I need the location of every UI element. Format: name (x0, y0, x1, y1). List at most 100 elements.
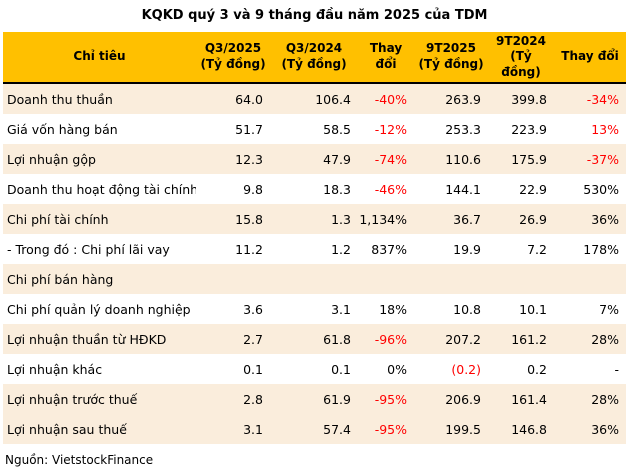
table-row: Lợi nhuận khác 0.1 0.1 0% (0.2) 0.2 - (3, 354, 626, 384)
cell-value: 36% (554, 204, 626, 234)
cell-value (554, 264, 626, 294)
column-header-unit: (Tỷ đồng) (501, 49, 541, 79)
cell-value: 19.9 (453, 241, 481, 257)
cell-value: 0.1 (331, 361, 351, 377)
cell-value: (0.2) (451, 361, 481, 377)
cell-value: -96% (358, 324, 414, 354)
cell-value: 0% (387, 361, 407, 377)
cell-value: 223.9 (511, 121, 547, 137)
cell-value: 9.8 (243, 181, 263, 197)
column-header: Q3/2024 (Tỷ đồng) (270, 32, 358, 84)
cell-value: 26.9 (488, 204, 554, 234)
cell-value: 10.1 (519, 301, 547, 317)
row-label: - Trong đó : Chi phí lãi vay (7, 241, 170, 257)
column-header: 9T2025 (Tỷ đồng) (414, 32, 488, 84)
cell-value: 7.2 (527, 241, 547, 257)
row-label: Lợi nhuận trước thuế (3, 384, 196, 414)
cell-value: 0.2 (527, 361, 547, 377)
cell-value: 530% (583, 181, 619, 197)
table-row: Lợi nhuận thuần từ HĐKD 2.7 61.8 -96% 207.2 1… (3, 324, 626, 354)
cell-value: 36.7 (414, 204, 488, 234)
cell-value: 2.7 (196, 324, 270, 354)
cell-value: 207.2 (414, 324, 488, 354)
cell-value: 57.4 (270, 414, 358, 444)
cell-value: 3.6 (243, 301, 263, 317)
row-label: Lợi nhuận thuần từ HĐKD (3, 324, 196, 354)
row-label: Chi phí bán hàng (3, 264, 196, 294)
cell-value: 837% (371, 241, 407, 257)
column-header-unit: (Tỷ đồng) (281, 57, 347, 71)
cell-value: 263.9 (414, 83, 488, 114)
report-title: KQKD quý 3 và 9 tháng đầu năm 2025 của T… (141, 8, 488, 23)
row-label: Doanh thu thuần (3, 83, 196, 114)
cell-value: 64.0 (196, 83, 270, 114)
column-header: Thay đổi (358, 32, 414, 84)
row-label: Lợi nhuận sau thuế (3, 414, 196, 444)
table-header: Chỉ tiêu Q3/2025 (Tỷ đồng) Q3/2024 (Tỷ đồng)… (3, 32, 626, 84)
cell-value: 0.1 (243, 361, 263, 377)
cell-value: -95% (358, 414, 414, 444)
cell-value: -40% (358, 83, 414, 114)
cell-value: 22.9 (519, 181, 547, 197)
column-header: Thay đổi (554, 32, 626, 84)
cell-value (358, 264, 414, 294)
cell-value: - (614, 361, 619, 377)
table-row: Lợi nhuận trước thuế 2.8 61.9 -95% 206.9 161.… (3, 384, 626, 414)
cell-value: 175.9 (488, 144, 554, 174)
cell-value: 106.4 (270, 83, 358, 114)
column-header-unit: (Tỷ đồng) (200, 57, 266, 71)
cell-value: 18% (379, 301, 407, 317)
row-label: Giá vốn hàng bán (7, 121, 118, 137)
cell-value: 1.3 (270, 204, 358, 234)
cell-value: 161.4 (488, 384, 554, 414)
header-row: Chỉ tiêu Q3/2025 (Tỷ đồng) Q3/2024 (Tỷ đồng)… (3, 32, 626, 84)
row-label: Chi phí quản lý doanh nghiệp (7, 301, 191, 317)
cell-value: 51.7 (235, 121, 263, 137)
cell-value: -74% (358, 144, 414, 174)
cell-value: 253.3 (445, 121, 481, 137)
table-body: Doanh thu thuần 64.0 106.4 -40% 263.9 399.8 -3… (3, 83, 626, 444)
cell-value: 2.8 (196, 384, 270, 414)
row-label: Doanh thu hoạt động tài chính (7, 181, 196, 197)
cell-value: 28% (554, 324, 626, 354)
cell-value: 110.6 (414, 144, 488, 174)
cell-value: 47.9 (270, 144, 358, 174)
cell-value (414, 264, 488, 294)
cell-value: 146.8 (488, 414, 554, 444)
cell-value: 12.3 (196, 144, 270, 174)
cell-value: 61.9 (270, 384, 358, 414)
column-header-unit: (Tỷ đồng) (418, 57, 484, 71)
table-row: Giá vốn hàng bán 51.7 58.5 -12% 253.3 223.9 13… (3, 114, 626, 144)
cell-value: 3.1 (196, 414, 270, 444)
cell-value: 36% (554, 414, 626, 444)
table-row: Doanh thu thuần 64.0 106.4 -40% 263.9 399.8 -3… (3, 83, 626, 114)
row-label: Lợi nhuận khác (7, 361, 103, 377)
cell-value: 7% (599, 301, 619, 317)
column-header: 9T2024 (Tỷ đồng) (488, 32, 554, 84)
cell-value: 1.2 (331, 241, 351, 257)
cell-value: -46% (374, 181, 407, 197)
cell-value: 144.1 (445, 181, 481, 197)
table-row: Chi phí tài chính 15.8 1.3 1,134% 36.7 26.9 36… (3, 204, 626, 234)
cell-value: -37% (554, 144, 626, 174)
cell-value: 399.8 (488, 83, 554, 114)
cell-value: 13% (591, 121, 619, 137)
cell-value: 178% (583, 241, 619, 257)
cell-value: -12% (374, 121, 407, 137)
cell-value: 3.1 (331, 301, 351, 317)
kqkd-table: Chỉ tiêu Q3/2025 (Tỷ đồng) Q3/2024 (Tỷ đồng)… (3, 32, 626, 444)
row-label: Chi phí tài chính (3, 204, 196, 234)
cell-value: 18.3 (323, 181, 351, 197)
cell-value: 15.8 (196, 204, 270, 234)
cell-value (270, 264, 358, 294)
column-header: Q3/2025 (Tỷ đồng) (196, 32, 270, 84)
table-row: Chi phí quản lý doanh nghiệp 3.6 3.1 18% 10.… (3, 294, 626, 324)
cell-value (196, 264, 270, 294)
cell-value: 11.2 (235, 241, 263, 257)
cell-value: 58.5 (323, 121, 351, 137)
cell-value: 61.8 (270, 324, 358, 354)
cell-value: 199.5 (414, 414, 488, 444)
table-row: Lợi nhuận sau thuế 3.1 57.4 -95% 199.5 146.8 3… (3, 414, 626, 444)
row-label: Lợi nhuận gộp (3, 144, 196, 174)
cell-value (488, 264, 554, 294)
